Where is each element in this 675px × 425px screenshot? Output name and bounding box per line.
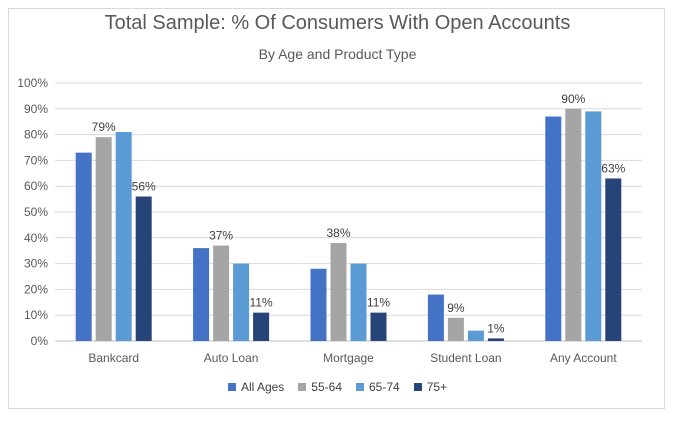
y-tick-label: 100%	[17, 76, 48, 90]
bar-75--0	[135, 196, 152, 341]
y-axis: 0% 10% 20% 30% 40% 50% 60% 70% 80% 90% 100%	[17, 76, 48, 348]
y-tick-label: 40%	[24, 231, 48, 245]
legend-label: 55-64	[311, 380, 342, 394]
bar-55-64-0	[95, 137, 112, 341]
y-tick-label: 90%	[24, 102, 48, 116]
bar-55-64-3	[447, 317, 464, 341]
legend-item: All Ages	[227, 380, 285, 394]
chart-title: Total Sample: % Of Consumers With Open A…	[104, 12, 571, 34]
legend-item: 75+	[413, 380, 448, 394]
bar-55-64-1	[213, 245, 230, 341]
data-label: 11%	[250, 296, 273, 310]
y-tick-label: 30%	[24, 257, 48, 271]
data-label: 56%	[132, 180, 156, 194]
x-tick-label: Bankcard	[88, 351, 139, 365]
y-tick-label: 70%	[24, 153, 48, 167]
data-label: 38%	[326, 226, 350, 240]
bar-all-ages-2	[310, 268, 327, 341]
legend-swatch	[298, 383, 307, 391]
x-tick-label: Student Loan	[430, 351, 501, 365]
bar-all-ages-4	[545, 116, 562, 341]
legend-item: 55-64	[298, 380, 342, 394]
bar-all-ages-0	[75, 152, 92, 341]
bar-65-74-4	[585, 111, 602, 341]
bar-all-ages-1	[193, 248, 210, 341]
y-tick-label: 10%	[24, 308, 48, 322]
bar-65-74-3	[467, 330, 484, 341]
bar-65-74-2	[350, 263, 367, 341]
legend-swatch	[356, 383, 364, 391]
x-tick-label: Auto Loan	[204, 351, 259, 365]
bar-75--1	[253, 312, 270, 341]
data-label: 11%	[367, 296, 390, 310]
bar-all-ages-3	[427, 294, 444, 341]
legend-label: All Ages	[240, 380, 285, 394]
legend-label: 65-74	[369, 380, 400, 394]
y-tick-label: 0%	[31, 334, 49, 348]
bar-75--3	[487, 338, 504, 341]
data-label: 37%	[209, 229, 233, 243]
legend-label: 75+	[426, 380, 448, 394]
y-tick-label: 20%	[24, 282, 48, 296]
x-tick-label: Mortgage	[323, 351, 374, 365]
legend-swatch	[227, 383, 236, 391]
data-label: 79%	[92, 120, 116, 134]
bar-75--2	[370, 312, 387, 341]
data-label: 9%	[447, 301, 465, 315]
bar-55-64-2	[330, 242, 347, 341]
data-label: 1%	[487, 321, 505, 335]
data-labels: 79% 56% 37% 11% 38% 11% 9% 1% 90% 63%	[92, 92, 626, 336]
legend-item: 65-74	[356, 380, 400, 394]
bar-75--4	[605, 178, 622, 341]
y-tick-label: 80%	[24, 128, 48, 142]
x-axis: Bankcard Auto Loan Mortgage Student Loan Any…	[88, 351, 617, 365]
bars	[75, 108, 622, 341]
bar-65-74-0	[115, 132, 132, 341]
legend: All Ages 55-64 65-74 75+	[0, 380, 675, 394]
chart-subtitle: By Age and Product Type	[258, 46, 417, 62]
x-tick-label: Any Account	[550, 351, 617, 365]
y-tick-label: 50%	[24, 205, 48, 219]
data-label: 63%	[601, 161, 625, 175]
bar-55-64-4	[565, 108, 582, 341]
y-tick-label: 60%	[24, 179, 48, 193]
data-label: 90%	[561, 92, 585, 106]
legend-swatch	[413, 383, 422, 391]
bar-65-74-1	[233, 263, 250, 341]
gridlines	[55, 82, 642, 342]
